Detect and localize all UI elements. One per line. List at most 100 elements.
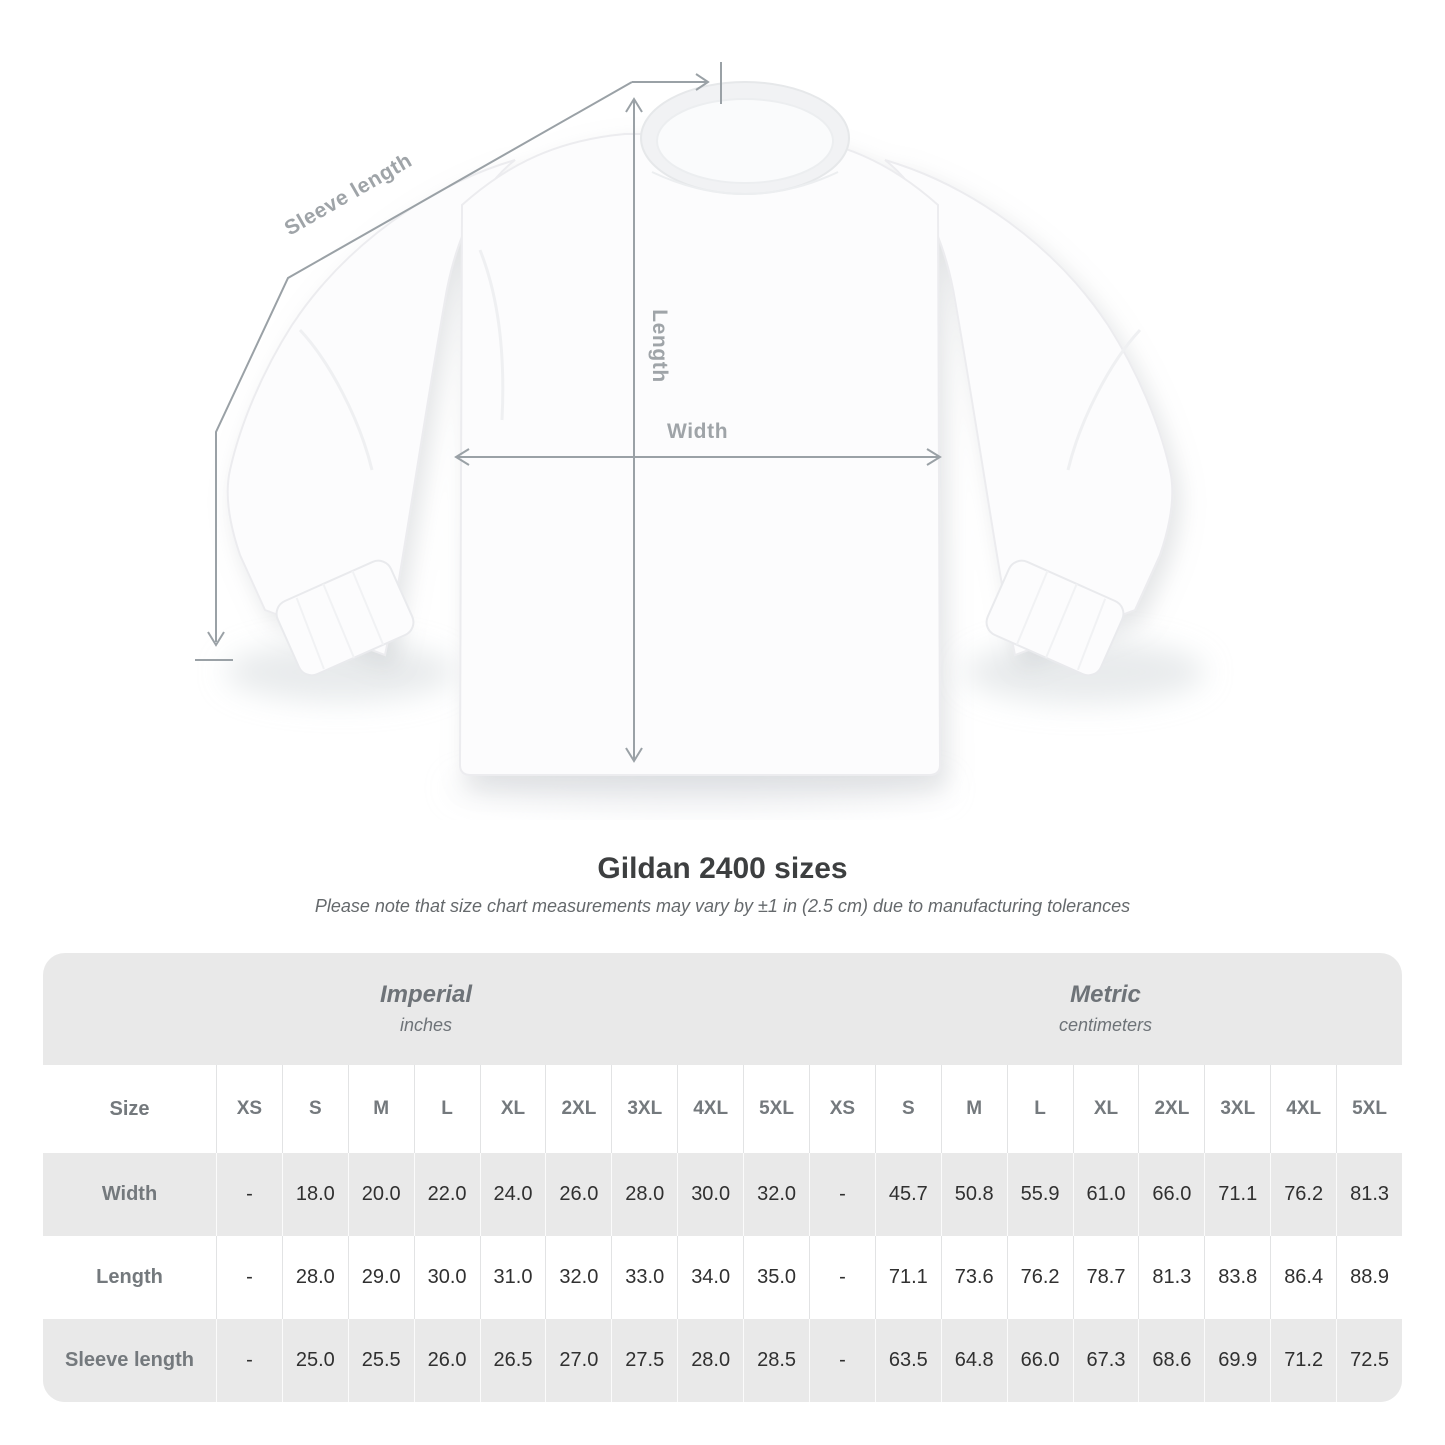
cell-length-imperial: 30.0 <box>413 1236 480 1319</box>
cell-sleeve-length-imperial: 27.5 <box>611 1319 677 1402</box>
size-header-metric: 2XL <box>1138 1065 1204 1153</box>
size-header-imperial: L <box>413 1065 480 1153</box>
length-label: Length <box>647 309 671 383</box>
table-row-width: Width -18.0 20.0 22.0 24.0 26.0 28.0 30.0 32.0-4… <box>43 1153 1402 1236</box>
cell-length-metric: 76.2 <box>1006 1236 1073 1319</box>
width-label: Width <box>667 420 729 443</box>
size-table-body: Size XS S M L XL 2XL 3XL 4XL 5XL XS S M L XL 2XL 3XL 4XL 5… <box>43 1065 1402 1402</box>
cell-length-metric: 81.3 <box>1138 1236 1204 1319</box>
cell-sleeve-length-imperial: 28.0 <box>677 1319 743 1402</box>
size-header-imperial: 4XL <box>677 1065 743 1153</box>
metric-label: Metric <box>1070 980 1141 1008</box>
cell-sleeve-length-imperial: 28.5 <box>743 1319 809 1402</box>
cell-length-imperial: 29.0 <box>347 1236 414 1319</box>
cell-width-imperial: - <box>216 1153 282 1236</box>
cell-length-metric: 83.8 <box>1204 1236 1270 1319</box>
cell-sleeve-length-metric: 72.5 <box>1336 1319 1402 1402</box>
cell-width-imperial: 26.0 <box>545 1153 611 1236</box>
cell-width-metric: 50.8 <box>940 1153 1007 1236</box>
cell-length-metric: 78.7 <box>1072 1236 1139 1319</box>
shirt-cuffs <box>275 559 1125 677</box>
cell-width-metric: 81.3 <box>1336 1153 1402 1236</box>
cell-length-imperial: 28.0 <box>281 1236 348 1319</box>
page-subtitle: Please note that size chart measurements… <box>314 896 1131 916</box>
cell-width-imperial: 18.0 <box>281 1153 348 1236</box>
cell-width-metric: 71.1 <box>1204 1153 1270 1236</box>
cell-width-imperial: 20.0 <box>347 1153 414 1236</box>
cell-sleeve-length-metric: 71.2 <box>1270 1319 1336 1402</box>
size-header-imperial: 3XL <box>611 1065 677 1153</box>
cell-length-imperial: 31.0 <box>479 1236 546 1319</box>
shirt-shadow <box>225 640 1205 810</box>
cell-sleeve-length-metric: 67.3 <box>1072 1319 1139 1402</box>
cell-length-imperial: 32.0 <box>545 1236 611 1319</box>
cell-width-imperial: 24.0 <box>479 1153 546 1236</box>
size-header-imperial: S <box>281 1065 348 1153</box>
cell-sleeve-length-imperial: - <box>216 1319 282 1402</box>
unit-group-imperial: Imperial inches <box>43 953 809 1065</box>
imperial-label: Imperial <box>379 980 473 1008</box>
cell-sleeve-length-metric: - <box>808 1319 875 1402</box>
cell-sleeve-length-metric: 64.8 <box>940 1319 1007 1402</box>
cell-length-imperial: 34.0 <box>677 1236 743 1319</box>
measurement-lines <box>195 62 942 763</box>
cell-width-metric: 76.2 <box>1270 1153 1336 1236</box>
cell-width-metric: 61.0 <box>1072 1153 1139 1236</box>
size-header-metric: 3XL <box>1204 1065 1270 1153</box>
size-column-header: Size <box>109 1097 150 1120</box>
cell-length-imperial: 33.0 <box>611 1236 677 1319</box>
size-header-imperial: 2XL <box>545 1065 611 1153</box>
cell-width-imperial: 22.0 <box>413 1153 480 1236</box>
cell-length-metric: - <box>808 1236 875 1319</box>
unit-groups-row: Imperial inches Metric centimeters <box>43 953 1402 1065</box>
cell-width-metric: 66.0 <box>1138 1153 1204 1236</box>
cell-sleeve-length-metric: 63.5 <box>874 1319 941 1402</box>
size-header-imperial: XS <box>216 1065 282 1153</box>
row-label-length: Length <box>96 1266 163 1288</box>
shirt-folds <box>298 249 1142 471</box>
cell-length-metric: 88.9 <box>1336 1236 1402 1319</box>
cell-length-metric: 71.1 <box>874 1236 941 1319</box>
shirt-measurement-diagram: Sleeve length Length Width <box>195 62 1205 810</box>
caption: Gildan 2400 sizes Please note that size … <box>0 852 1445 917</box>
shirt-illustration <box>195 62 1205 810</box>
cell-sleeve-length-imperial: 26.5 <box>479 1319 546 1402</box>
cell-length-metric: 73.6 <box>940 1236 1007 1319</box>
shirt-shape <box>226 133 1174 776</box>
size-header-metric: L <box>1006 1065 1073 1153</box>
size-header-metric: XS <box>808 1065 875 1153</box>
row-label-sleeve-length: Sleeve length <box>65 1349 194 1371</box>
cell-sleeve-length-metric: 68.6 <box>1138 1319 1204 1402</box>
cell-sleeve-length-metric: 69.9 <box>1204 1319 1270 1402</box>
size-header-row: Size XS S M L XL 2XL 3XL 4XL 5XL XS S M L XL 2XL 3XL 4XL 5… <box>43 1065 1402 1153</box>
size-header-imperial: XL <box>479 1065 546 1153</box>
size-header-metric: M <box>940 1065 1007 1153</box>
table-row-sleeve-length: Sleeve length -25.0 25.5 26.0 26.5 27.0 27.5 28… <box>43 1319 1402 1402</box>
row-label-width: Width <box>101 1183 158 1205</box>
size-header-metric: 4XL <box>1270 1065 1336 1153</box>
imperial-sublabel: inches <box>399 1015 453 1036</box>
unit-group-metric: Metric centimeters <box>809 953 1402 1065</box>
size-header-metric: 5XL <box>1336 1065 1402 1153</box>
cell-width-metric: 55.9 <box>1006 1153 1073 1236</box>
size-header-imperial: M <box>347 1065 414 1153</box>
cell-sleeve-length-imperial: 26.0 <box>413 1319 480 1402</box>
size-header-metric: XL <box>1072 1065 1139 1153</box>
shirt-collar <box>640 81 850 195</box>
cell-width-metric: - <box>808 1153 875 1236</box>
cell-width-imperial: 32.0 <box>743 1153 809 1236</box>
cell-length-metric: 86.4 <box>1270 1236 1336 1319</box>
size-header-imperial: 5XL <box>743 1065 809 1153</box>
size-table: Imperial inches Metric centimeters Size X… <box>43 953 1402 1402</box>
cell-length-imperial: - <box>216 1236 282 1319</box>
size-header-metric: S <box>874 1065 941 1153</box>
table-row-length: Length -28.0 29.0 30.0 31.0 32.0 33.0 34.0 35.0-… <box>43 1236 1402 1319</box>
cell-width-imperial: 28.0 <box>611 1153 677 1236</box>
cell-length-imperial: 35.0 <box>743 1236 809 1319</box>
metric-sublabel: centimeters <box>1058 1015 1153 1036</box>
cell-width-imperial: 30.0 <box>677 1153 743 1236</box>
cell-width-metric: 45.7 <box>874 1153 941 1236</box>
cell-sleeve-length-imperial: 25.0 <box>281 1319 348 1402</box>
cell-sleeve-length-imperial: 27.0 <box>545 1319 611 1402</box>
cell-sleeve-length-metric: 66.0 <box>1006 1319 1073 1402</box>
